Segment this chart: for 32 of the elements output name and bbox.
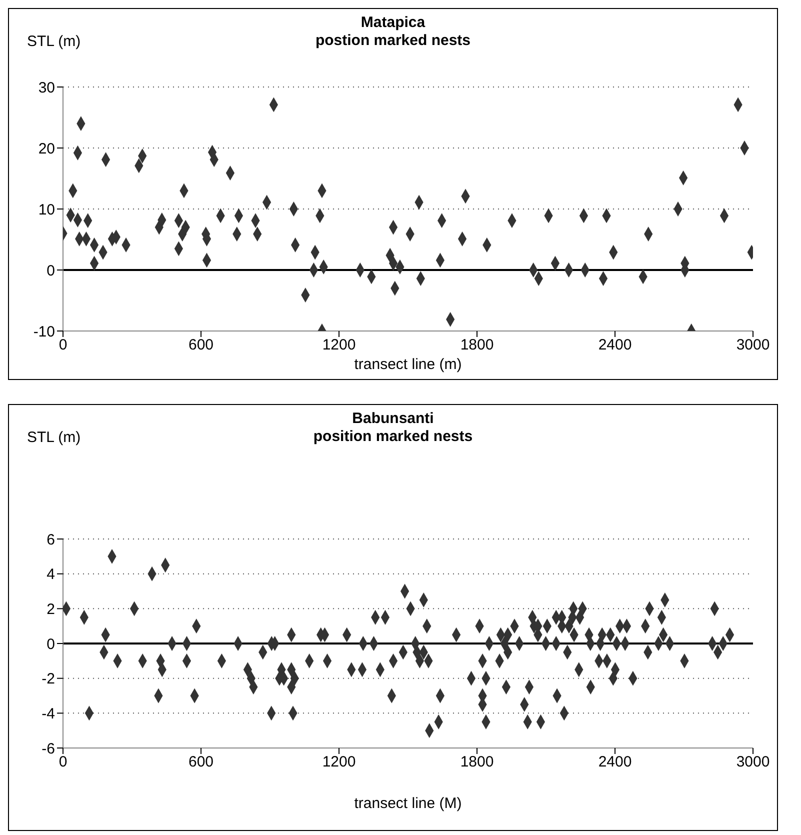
x-tick-label: 600 bbox=[188, 336, 214, 354]
y-axis-title: STL (m) bbox=[27, 33, 81, 50]
y-tick-label: -4 bbox=[42, 705, 55, 722]
y-tick-label: -6 bbox=[42, 740, 55, 758]
x-axis-title: transect line (m) bbox=[354, 356, 462, 373]
x-tick-label: 3000 bbox=[736, 754, 770, 771]
chart-title: Babunsanti bbox=[351, 410, 435, 428]
y-tick-label: 20 bbox=[38, 140, 55, 158]
y-tick-label: 10 bbox=[38, 201, 55, 218]
x-tick-label: 1200 bbox=[322, 754, 356, 771]
y-tick-label: 4 bbox=[46, 566, 55, 584]
chart-subtitle: position marked nests bbox=[313, 428, 473, 445]
y-tick-label: 6 bbox=[46, 531, 55, 548]
chart-subtitle: postion marked nests bbox=[315, 32, 471, 49]
x-tick-label: 1800 bbox=[460, 754, 494, 771]
x-tick-label: 2400 bbox=[598, 336, 632, 354]
x-tick-label: 0 bbox=[58, 336, 68, 354]
y-tick-label: 0 bbox=[46, 262, 55, 280]
y-tick-label: -10 bbox=[33, 323, 55, 340]
x-tick-label: 0 bbox=[58, 754, 68, 771]
x-tick-label: 600 bbox=[188, 754, 214, 771]
x-tick-label: 2400 bbox=[598, 754, 632, 771]
y-tick-label: -2 bbox=[42, 670, 55, 688]
y-tick-label: 2 bbox=[46, 600, 55, 618]
chart-title: Matapica bbox=[360, 14, 426, 32]
y-tick-label: 30 bbox=[38, 79, 55, 96]
x-tick-label: 1200 bbox=[322, 336, 356, 354]
x-tick-label: 3000 bbox=[736, 336, 770, 354]
y-tick-label: 0 bbox=[46, 636, 55, 653]
x-axis-title: transect line (M) bbox=[354, 795, 462, 812]
y-axis-title: STL (m) bbox=[27, 429, 81, 446]
x-tick-label: 1800 bbox=[460, 336, 494, 354]
